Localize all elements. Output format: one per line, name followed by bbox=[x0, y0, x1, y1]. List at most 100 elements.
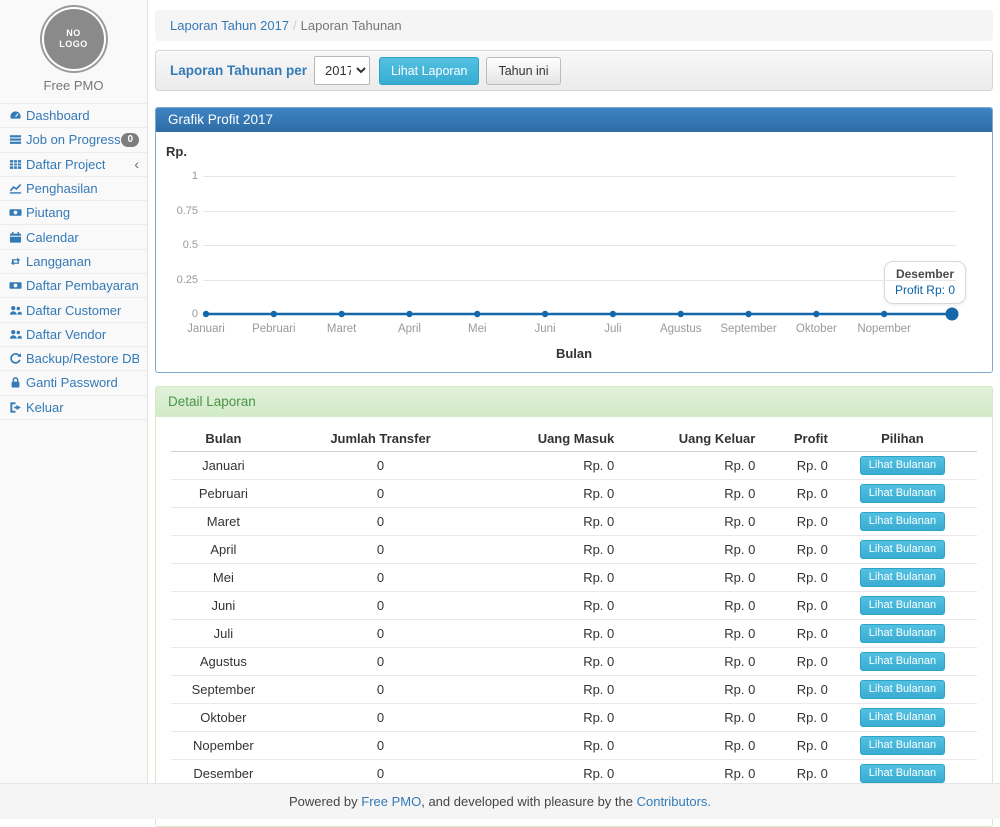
lihat-bulanan-button[interactable]: Lihat Bulanan bbox=[860, 736, 945, 755]
refresh-icon bbox=[9, 352, 26, 365]
retweet-icon bbox=[9, 255, 26, 268]
cell-jumlah_transfer: 0 bbox=[276, 452, 486, 480]
cell-uang_keluar: Rp. 0 bbox=[614, 452, 755, 480]
sidebar-item-keluar[interactable]: Keluar bbox=[0, 396, 147, 420]
table-row: Pebruari0Rp. 0Rp. 0Rp. 0Lihat Bulanan bbox=[171, 480, 977, 508]
sidebar-item-dashboard[interactable]: Dashboard bbox=[0, 104, 147, 128]
cell-uang_masuk: Rp. 0 bbox=[485, 480, 614, 508]
sidebar-item-daftar-project[interactable]: Daftar Project‹ bbox=[0, 153, 147, 177]
cell-profit: Rp. 0 bbox=[755, 648, 828, 676]
cell-bulan: Nopember bbox=[171, 732, 276, 760]
sidebar-item-daftar-vendor[interactable]: Daftar Vendor bbox=[0, 323, 147, 347]
cell-jumlah_transfer: 0 bbox=[276, 480, 486, 508]
profit-line-chart: Rp. Bulan Desember Profit Rp: 0 00.250.5… bbox=[156, 132, 992, 372]
table-row: Maret0Rp. 0Rp. 0Rp. 0Lihat Bulanan bbox=[171, 508, 977, 536]
table-row: September0Rp. 0Rp. 0Rp. 0Lihat Bulanan bbox=[171, 676, 977, 704]
calendar-icon bbox=[9, 231, 26, 244]
sidebar-item-label: Penghasilan bbox=[26, 181, 98, 196]
sidebar-item-backup-restore-db[interactable]: Backup/Restore DB bbox=[0, 347, 147, 371]
cell-uang_keluar: Rp. 0 bbox=[614, 620, 755, 648]
sidebar-item-label: Daftar Vendor bbox=[26, 327, 106, 342]
lihat-bulanan-button[interactable]: Lihat Bulanan bbox=[860, 708, 945, 727]
sidebar-item-label: Langganan bbox=[26, 254, 91, 269]
sidebar-item-job-on-progress[interactable]: Job on Progress0 bbox=[0, 128, 147, 152]
chart-gridline bbox=[203, 280, 956, 281]
lihat-bulanan-button[interactable]: Lihat Bulanan bbox=[860, 652, 945, 671]
cell-uang_masuk: Rp. 0 bbox=[485, 676, 614, 704]
cell-jumlah_transfer: 0 bbox=[276, 704, 486, 732]
cell-jumlah_transfer: 0 bbox=[276, 564, 486, 592]
cell-uang_keluar: Rp. 0 bbox=[614, 732, 755, 760]
lihat-bulanan-button[interactable]: Lihat Bulanan bbox=[860, 512, 945, 531]
chart-gridline bbox=[203, 245, 956, 246]
main-area: Laporan Tahun 2017/Laporan Tahunan Lapor… bbox=[148, 0, 1000, 783]
tooltip-value: Profit Rp: 0 bbox=[895, 283, 955, 297]
detail-panel-title: Detail Laporan bbox=[156, 387, 992, 417]
dashboard-icon bbox=[9, 109, 26, 122]
footer-link-free-pmo[interactable]: Free PMO bbox=[361, 794, 421, 809]
cell-profit: Rp. 0 bbox=[755, 536, 828, 564]
app-logo: NO LOGO bbox=[44, 9, 104, 69]
cell-pilihan: Lihat Bulanan bbox=[828, 592, 977, 620]
breadcrumb: Laporan Tahun 2017/Laporan Tahunan bbox=[155, 10, 993, 41]
table-header-row: BulanJumlah TransferUang MasukUang Kelua… bbox=[171, 425, 977, 452]
sidebar-item-daftar-pembayaran[interactable]: Daftar Pembayaran bbox=[0, 274, 147, 298]
cell-bulan: Juli bbox=[171, 620, 276, 648]
lihat-bulanan-button[interactable]: Lihat Bulanan bbox=[860, 680, 945, 699]
sidebar-item-label: Ganti Password bbox=[26, 375, 118, 390]
chart-line-svg bbox=[156, 132, 992, 372]
page-footer: Powered by Free PMO, and developed with … bbox=[0, 783, 1000, 819]
sidebar-item-penghasilan[interactable]: Penghasilan bbox=[0, 177, 147, 201]
lihat-bulanan-button[interactable]: Lihat Bulanan bbox=[860, 456, 945, 475]
cell-bulan: April bbox=[171, 536, 276, 564]
table-icon bbox=[9, 158, 26, 171]
sidebar-item-label: Calendar bbox=[26, 230, 79, 245]
this-year-button[interactable]: Tahun ini bbox=[486, 57, 560, 85]
money-icon bbox=[9, 206, 26, 219]
sidebar-item-calendar[interactable]: Calendar bbox=[0, 225, 147, 249]
lihat-bulanan-button[interactable]: Lihat Bulanan bbox=[860, 568, 945, 587]
column-header-uang-keluar: Uang Keluar bbox=[614, 425, 755, 452]
sidebar-item-daftar-customer[interactable]: Daftar Customer bbox=[0, 298, 147, 322]
lihat-bulanan-button[interactable]: Lihat Bulanan bbox=[860, 764, 945, 783]
view-report-button[interactable]: Lihat Laporan bbox=[379, 57, 479, 85]
table-row: Mei0Rp. 0Rp. 0Rp. 0Lihat Bulanan bbox=[171, 564, 977, 592]
y-tick-label: 0.5 bbox=[156, 239, 198, 251]
cell-pilihan: Lihat Bulanan bbox=[828, 480, 977, 508]
table-row: Juni0Rp. 0Rp. 0Rp. 0Lihat Bulanan bbox=[171, 592, 977, 620]
cell-pilihan: Lihat Bulanan bbox=[828, 564, 977, 592]
column-header-pilihan: Pilihan bbox=[828, 425, 977, 452]
sidebar-item-langganan[interactable]: Langganan bbox=[0, 250, 147, 274]
cell-uang_keluar: Rp. 0 bbox=[614, 592, 755, 620]
y-tick-label: 0 bbox=[156, 308, 198, 320]
sidebar-item-label: Keluar bbox=[26, 400, 64, 415]
cell-profit: Rp. 0 bbox=[755, 452, 828, 480]
sidebar-item-ganti-password[interactable]: Ganti Password bbox=[0, 371, 147, 395]
breadcrumb-link-laporan-tahun[interactable]: Laporan Tahun 2017 bbox=[170, 18, 289, 33]
y-axis-label: Rp. bbox=[166, 144, 187, 159]
cell-bulan: Mei bbox=[171, 564, 276, 592]
lihat-bulanan-button[interactable]: Lihat Bulanan bbox=[860, 624, 945, 643]
lihat-bulanan-button[interactable]: Lihat Bulanan bbox=[860, 484, 945, 503]
sidebar-item-label: Daftar Project bbox=[26, 157, 105, 172]
footer-link-contributors[interactable]: Contributors. bbox=[637, 794, 711, 809]
y-tick-label: 0.75 bbox=[156, 205, 198, 217]
y-tick-label: 1 bbox=[156, 170, 198, 182]
sidebar-item-piutang[interactable]: Piutang bbox=[0, 201, 147, 225]
column-header-jumlah-transfer: Jumlah Transfer bbox=[276, 425, 486, 452]
cell-pilihan: Lihat Bulanan bbox=[828, 648, 977, 676]
cell-uang_masuk: Rp. 0 bbox=[485, 564, 614, 592]
cell-uang_masuk: Rp. 0 bbox=[485, 704, 614, 732]
column-header-bulan: Bulan bbox=[171, 425, 276, 452]
cell-uang_masuk: Rp. 0 bbox=[485, 648, 614, 676]
lihat-bulanan-button[interactable]: Lihat Bulanan bbox=[860, 540, 945, 559]
breadcrumb-current: Laporan Tahunan bbox=[301, 18, 402, 33]
lihat-bulanan-button[interactable]: Lihat Bulanan bbox=[860, 596, 945, 615]
year-select[interactable]: 2017 bbox=[314, 56, 370, 85]
column-header-uang-masuk: Uang Masuk bbox=[485, 425, 614, 452]
cell-profit: Rp. 0 bbox=[755, 592, 828, 620]
table-row: Juli0Rp. 0Rp. 0Rp. 0Lihat Bulanan bbox=[171, 620, 977, 648]
sidebar: NO LOGO Free PMO DashboardJob on Progres… bbox=[0, 0, 148, 783]
cell-uang_keluar: Rp. 0 bbox=[614, 564, 755, 592]
x-tick-label: Nopember bbox=[842, 323, 926, 335]
